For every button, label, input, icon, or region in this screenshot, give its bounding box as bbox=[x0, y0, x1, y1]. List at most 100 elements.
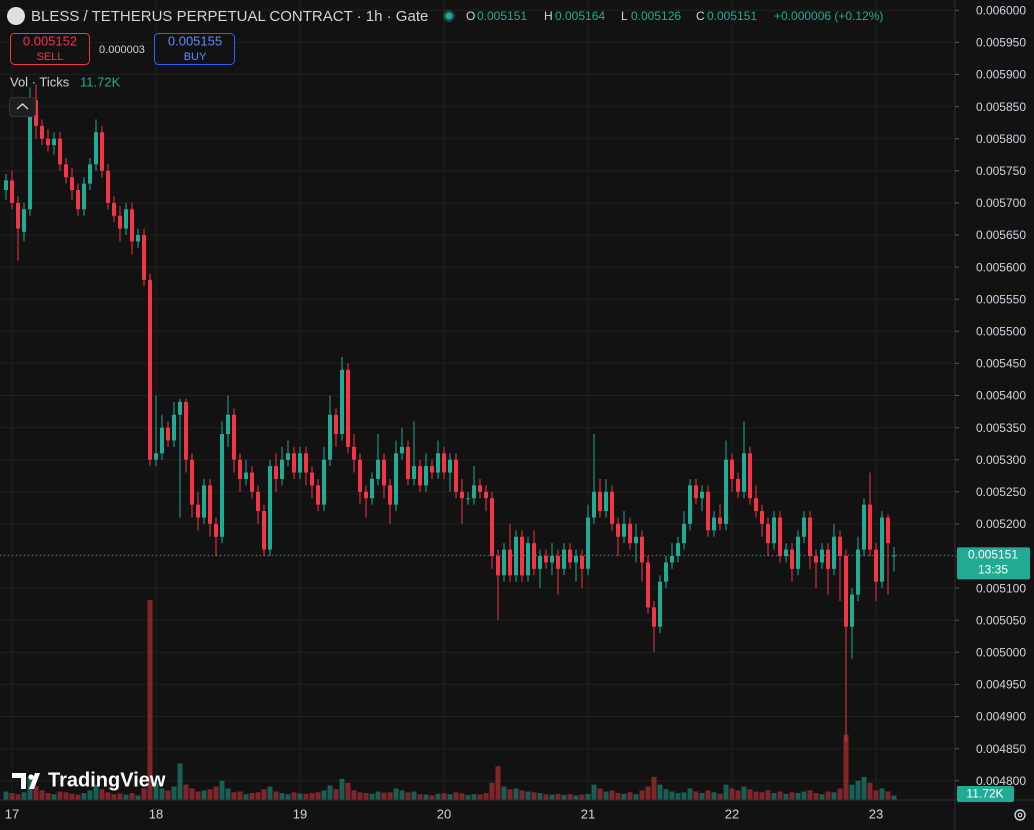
settings-icon-core[interactable] bbox=[1017, 812, 1023, 818]
candle-body bbox=[58, 138, 62, 165]
candle-body bbox=[580, 556, 584, 569]
volume-bar bbox=[597, 788, 603, 800]
spread: 0.000003 bbox=[99, 44, 145, 56]
axis-layer: 0.004800 0.004850 0.004900 0.004950 0.005000… bbox=[5, 3, 1027, 821]
candle-body bbox=[106, 170, 110, 203]
candle-body bbox=[496, 556, 500, 576]
volume-bar bbox=[411, 791, 417, 800]
volume-bar bbox=[555, 793, 561, 800]
volume-bar bbox=[573, 795, 579, 800]
volume-bar bbox=[777, 791, 783, 800]
candle-body bbox=[682, 523, 686, 544]
candle-body bbox=[220, 434, 224, 537]
candle-body bbox=[622, 523, 626, 537]
candle-body bbox=[526, 543, 530, 576]
candle-body bbox=[148, 279, 152, 460]
volume-bar bbox=[513, 788, 519, 800]
volume-bar bbox=[201, 790, 207, 800]
candle-body bbox=[124, 209, 128, 229]
candle-body bbox=[532, 543, 536, 569]
volume-bar bbox=[399, 790, 405, 800]
candle-body bbox=[388, 485, 392, 505]
volume-bar bbox=[879, 788, 885, 800]
candle-body bbox=[76, 190, 80, 210]
candle-body bbox=[502, 549, 506, 576]
sell-box[interactable] bbox=[10, 33, 90, 65]
candle-body bbox=[838, 536, 842, 557]
volume-bar bbox=[711, 792, 717, 800]
candle-body bbox=[100, 132, 104, 171]
y-tick-label: 0.005250 bbox=[976, 485, 1026, 499]
chart-title: BLESS / TETHERUS PERPETUAL CONTRACT · 1h… bbox=[31, 8, 428, 25]
logo-dot bbox=[28, 774, 34, 780]
volume-bar bbox=[141, 788, 147, 800]
volume-bar bbox=[303, 793, 309, 800]
volume-bar bbox=[15, 794, 21, 800]
volume-bar bbox=[687, 788, 693, 800]
volume-bar bbox=[93, 784, 99, 800]
buy-box[interactable] bbox=[154, 33, 235, 65]
volume-bar bbox=[783, 793, 789, 800]
y-tick-label: 0.005650 bbox=[976, 228, 1026, 242]
x-tick-label: 19 bbox=[293, 806, 307, 821]
volume-bar bbox=[21, 792, 27, 800]
candle-body bbox=[760, 511, 764, 524]
volume-bar bbox=[825, 791, 831, 800]
sell-price[interactable]: 0.005152 bbox=[23, 33, 77, 48]
volume-bar bbox=[405, 792, 411, 800]
volume-bar bbox=[453, 792, 459, 800]
buy-button[interactable]: 0.005155 BUY bbox=[154, 33, 235, 65]
candle-body bbox=[304, 453, 308, 473]
candle-body bbox=[16, 202, 20, 229]
volume-bar bbox=[183, 784, 189, 800]
candle-body bbox=[82, 183, 86, 210]
volume-box-value: 11.72K bbox=[966, 787, 1003, 801]
candle-body bbox=[436, 453, 440, 473]
sell-button[interactable]: 0.005152 SELL bbox=[10, 33, 90, 65]
x-tick-label: 17 bbox=[5, 806, 19, 821]
volume-bar bbox=[753, 791, 759, 800]
volume-bar bbox=[639, 790, 645, 800]
volume-bar bbox=[813, 793, 819, 800]
volume-bar bbox=[729, 788, 735, 800]
volume-bar bbox=[861, 776, 867, 800]
volume-bar bbox=[843, 734, 849, 800]
candle-body bbox=[154, 453, 158, 460]
settings-icon[interactable] bbox=[1014, 809, 1026, 821]
candle-body bbox=[268, 466, 272, 550]
candle-body bbox=[64, 164, 68, 178]
candle-body bbox=[394, 453, 398, 505]
volume-bar bbox=[699, 793, 705, 800]
volume-bar bbox=[381, 792, 387, 800]
candle-body bbox=[562, 549, 566, 569]
logo-icon bbox=[12, 773, 40, 789]
volume-bar bbox=[213, 786, 219, 800]
collapse-icon[interactable] bbox=[16, 102, 29, 110]
volume-layer bbox=[3, 600, 897, 800]
candle-body bbox=[766, 523, 770, 544]
candle-body bbox=[130, 209, 134, 242]
sell-label[interactable]: SELL bbox=[37, 51, 64, 63]
buy-label[interactable]: BUY bbox=[184, 51, 207, 63]
candle-body bbox=[346, 369, 350, 447]
volume-bar bbox=[657, 784, 663, 800]
candle-body bbox=[94, 132, 98, 165]
volume-bar bbox=[819, 794, 825, 800]
candle-body bbox=[136, 234, 140, 242]
candle-body bbox=[796, 536, 800, 569]
candle-body bbox=[28, 100, 32, 210]
candle-body bbox=[184, 401, 188, 460]
candle-body bbox=[460, 491, 464, 499]
volume-bar bbox=[801, 791, 807, 800]
candle-body bbox=[340, 369, 344, 435]
volume-bar bbox=[81, 793, 87, 800]
volume-bar bbox=[525, 791, 531, 800]
volume-bar bbox=[705, 790, 711, 800]
volume-bar bbox=[327, 785, 333, 800]
candle-body bbox=[700, 491, 704, 499]
y-tick-label: 0.005950 bbox=[976, 36, 1026, 50]
candle-body bbox=[256, 491, 260, 512]
buy-price[interactable]: 0.005155 bbox=[168, 33, 222, 48]
collapse-button[interactable] bbox=[9, 97, 36, 117]
